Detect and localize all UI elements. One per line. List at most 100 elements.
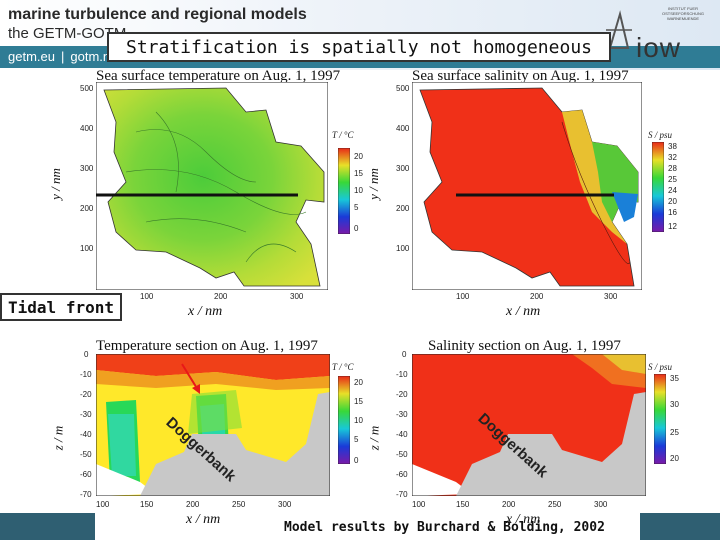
ssec-colorbar (654, 374, 666, 464)
logo-mark-icon (606, 10, 632, 49)
footer-left-block (0, 513, 95, 540)
sst-map (96, 82, 328, 290)
sss-x-axis-label: x / nm (506, 304, 541, 319)
ssec-ytick: -70 (396, 490, 408, 499)
sss-xtick: 200 (530, 292, 544, 301)
sss-colorbar-tick: 25 (668, 175, 677, 184)
sst-y-axis-label: y / nm (47, 168, 63, 200)
tsec-section (96, 354, 330, 496)
tsec-xtick: 200 (186, 500, 200, 509)
ssec-xtick: 300 (594, 500, 608, 509)
logo-text: iow (636, 32, 682, 63)
header-links: getm.eu | gotm.net (8, 49, 121, 64)
ssec-colorbar-tick: 35 (670, 374, 679, 383)
sst-panel-title: Sea surface temperature on Aug. 1, 1997 (96, 68, 341, 84)
sst-colorbar-tick: 10 (354, 186, 363, 195)
ssec-panel-title: Salinity section on Aug. 1, 1997 (428, 338, 621, 354)
footer-right-block (640, 513, 720, 540)
sss-panel-title: Sea surface salinity on Aug. 1, 1997 (412, 68, 629, 84)
sss-colorbar-tick: 24 (668, 186, 677, 195)
tsec-ytick: 0 (84, 350, 89, 359)
tsec-colorbar-tick: 0 (354, 456, 359, 465)
ssec-ytick: -40 (396, 430, 408, 439)
tsec-colorbar-tick: 5 (354, 435, 359, 444)
tsec-ytick: -50 (80, 450, 92, 459)
ssec-x-axis-label: x / nm (506, 512, 541, 527)
sst-xtick: 200 (214, 292, 228, 301)
tsec-colorbar-tick: 10 (354, 416, 363, 425)
tsec-xtick: 300 (278, 500, 292, 509)
sss-ytick: 300 (396, 164, 410, 173)
sss-ytick: 100 (396, 244, 410, 253)
sss-ytick: 200 (396, 204, 410, 213)
sss-ytick: 400 (396, 124, 410, 133)
link-separator: | (60, 49, 65, 64)
tsec-x-axis-label: x / nm (186, 512, 221, 527)
sss-colorbar-tick: 20 (668, 197, 677, 206)
header-subtitle: the GETM-GOTM (8, 25, 127, 42)
ssec-colorbar-tick: 20 (670, 454, 679, 463)
tidal-front-label: Tidal front (0, 293, 122, 321)
tsec-ytick: -10 (80, 370, 92, 379)
sst-ytick: 300 (80, 164, 94, 173)
tsec-y-axis-label: z / m (50, 425, 66, 451)
tsec-colorbar-tick: 20 (354, 378, 363, 387)
tsec-colorbar-tick: 15 (354, 397, 363, 406)
logo-institute-lines: INSTITUT FUER OSTSEEFORSCHUNG WARNEMUEND… (661, 6, 704, 21)
sss-map (412, 82, 642, 290)
sss-xtick: 300 (604, 292, 618, 301)
sst-colorbar (338, 148, 350, 234)
ssec-colorbar-tick: 30 (670, 400, 679, 409)
tsec-ytick: -30 (80, 410, 92, 419)
ssec-colorbar-unit: S / psu (648, 362, 673, 372)
tidal-front-arrow (181, 363, 200, 394)
ssec-ytick: -10 (396, 370, 408, 379)
sst-colorbar-unit: T / °C (332, 130, 354, 140)
tsec-colorbar-unit: T / °C (332, 362, 354, 372)
tsec-colorbar (338, 376, 350, 464)
ssec-ytick: -60 (396, 470, 408, 479)
tsec-ytick: -70 (80, 490, 92, 499)
sss-colorbar-tick: 38 (668, 142, 677, 151)
sss-colorbar (652, 142, 664, 232)
tsec-panel-title: Temperature section on Aug. 1, 1997 (96, 338, 318, 354)
tsec-xtick: 250 (232, 500, 246, 509)
tsec-xtick: 150 (140, 500, 154, 509)
sst-ytick: 200 (80, 204, 94, 213)
ssec-xtick: 250 (548, 500, 562, 509)
tsec-ytick: -20 (80, 390, 92, 399)
slide-title: Stratification is spatially not homogene… (107, 32, 611, 62)
sss-colorbar-tick: 12 (668, 222, 677, 231)
sst-ytick: 100 (80, 244, 94, 253)
ssec-xtick: 100 (412, 500, 426, 509)
tsec-ytick: -60 (80, 470, 92, 479)
ssec-ytick: 0 (402, 350, 407, 359)
ssec-xtick: 200 (502, 500, 516, 509)
sss-colorbar-unit: S / psu (648, 130, 673, 140)
iow-logo: INSTITUT FUER OSTSEEFORSCHUNG WARNEMUEND… (600, 4, 716, 66)
sst-colorbar-tick: 20 (354, 152, 363, 161)
sss-y-axis-label: y / nm (365, 168, 381, 200)
sss-colorbar-tick: 28 (668, 164, 677, 173)
ssec-colorbar-tick: 25 (670, 428, 679, 437)
credit-text: Model results by Burchard & Bolding, 200… (284, 520, 605, 535)
ssec-ytick: -20 (396, 390, 408, 399)
ssec-y-axis-label: z / m (366, 425, 382, 451)
sst-colorbar-tick: 15 (354, 169, 363, 178)
ssec-xtick: 150 (456, 500, 470, 509)
sss-colorbar-tick: 32 (668, 153, 677, 162)
sst-xtick: 300 (290, 292, 304, 301)
sss-ytick: 500 (396, 84, 410, 93)
tsec-ytick: -40 (80, 430, 92, 439)
sst-colorbar-tick: 0 (354, 224, 359, 233)
ssec-ytick: -30 (396, 410, 408, 419)
sst-ytick: 500 (80, 84, 94, 93)
sst-ytick: 400 (80, 124, 94, 133)
sst-xtick: 100 (140, 292, 154, 301)
link-getm[interactable]: getm.eu (8, 49, 55, 64)
header-title: marine turbulence and regional models (8, 6, 307, 23)
sss-xtick: 100 (456, 292, 470, 301)
sss-colorbar-tick: 16 (668, 208, 677, 217)
tsec-xtick: 100 (96, 500, 110, 509)
ssec-section (412, 354, 646, 496)
